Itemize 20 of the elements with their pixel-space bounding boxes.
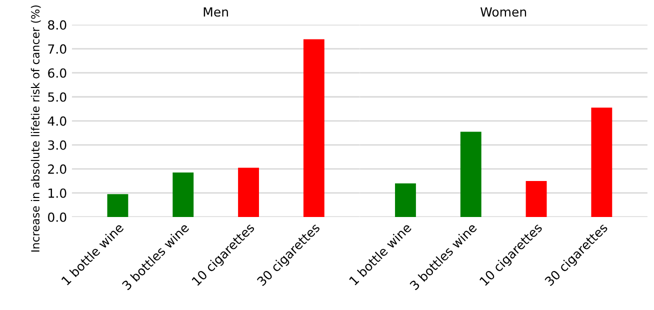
y-tick-label: 6.0 — [48, 68, 66, 78]
bar — [460, 132, 482, 217]
y-tick-label: 8.0 — [48, 20, 66, 30]
bar — [395, 183, 416, 217]
y-tick-label: 3.0 — [48, 140, 66, 150]
bar — [591, 108, 612, 217]
y-tick-label: 4.0 — [48, 116, 66, 126]
bar — [172, 172, 194, 217]
bar — [526, 180, 547, 217]
bar — [238, 168, 259, 217]
y-axis-title: Increase in absolute lifetie risk of cancer (%) — [30, 5, 41, 252]
chart-title: Men — [204, 7, 228, 17]
y-tick-label: 2.0 — [48, 164, 66, 174]
y-tick-label: 1.0 — [48, 188, 66, 198]
y-tick-label: 7.0 — [48, 44, 66, 54]
y-tick-label: 5.0 — [48, 92, 66, 102]
bar — [107, 194, 128, 217]
y-tick-label: 0.0 — [48, 212, 66, 222]
chart-title: Women — [480, 7, 526, 17]
bar — [303, 39, 324, 217]
